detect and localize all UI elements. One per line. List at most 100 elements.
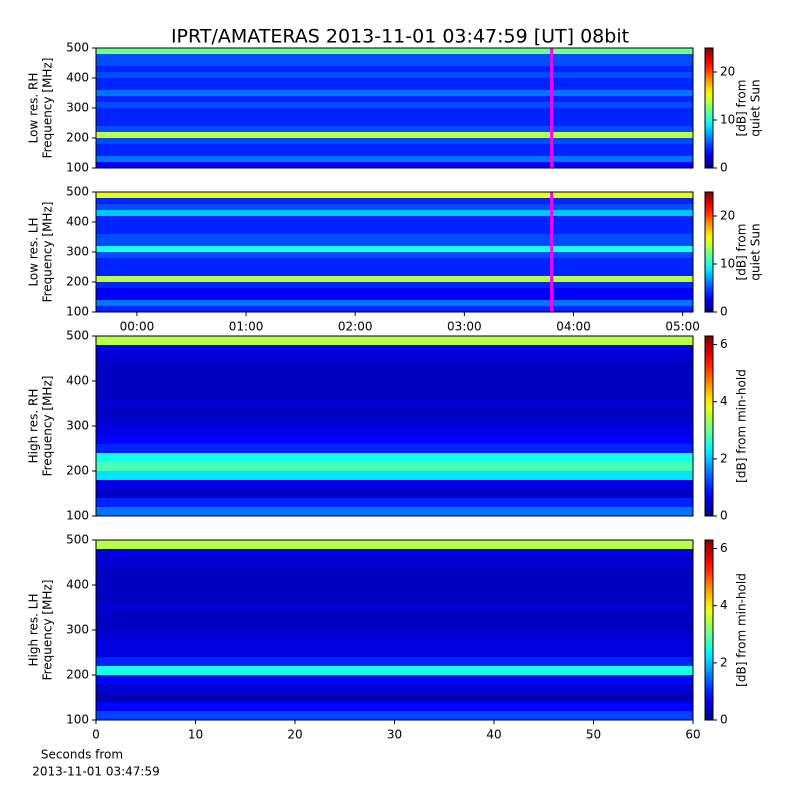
heatmap-band <box>96 240 693 246</box>
heatmap-band <box>96 417 693 426</box>
heatmap-band <box>96 639 693 648</box>
x-tick-label: 10 <box>188 728 203 742</box>
heatmap-band <box>96 657 693 666</box>
colorbar-tick-label: 2 <box>720 655 728 669</box>
heatmap-band <box>96 354 693 363</box>
heatmap-band <box>96 60 693 66</box>
colorbar-tick-label: 0 <box>720 713 728 727</box>
x-axis-label: 2013-11-01 03:47:59 <box>32 765 159 779</box>
heatmap-band <box>96 684 693 693</box>
y-tick-label: 200 <box>66 131 89 145</box>
heatmap-band <box>96 363 693 372</box>
x-tick-label: 30 <box>387 728 402 742</box>
heatmap-band <box>96 252 693 258</box>
heatmap-band <box>96 702 693 711</box>
heatmap-band <box>96 138 693 144</box>
colorbar-label: [dB] from <box>735 80 749 137</box>
x-tick-label: 03:00 <box>447 320 482 334</box>
heatmap-band <box>96 711 693 720</box>
x-tick-label: 40 <box>486 728 501 742</box>
y-tick-label: 500 <box>66 41 89 55</box>
heatmap-band <box>96 453 693 462</box>
colorbar-tick-label: 4 <box>720 394 728 408</box>
heatmap-band <box>96 96 693 102</box>
heatmap-band <box>96 204 693 210</box>
colorbar-tick-label: 0 <box>720 305 728 319</box>
heatmap-band <box>96 192 693 198</box>
heatmap-band <box>96 66 693 72</box>
heatmap-band <box>96 48 693 54</box>
colorbar-tick-label: 6 <box>720 541 728 555</box>
heatmap-band <box>96 90 693 96</box>
heatmap-band <box>96 666 693 675</box>
heatmap-band <box>96 621 693 630</box>
x-tick-label: 00:00 <box>120 320 155 334</box>
x-tick-label: 05:00 <box>665 320 700 334</box>
x-tick-label: 01:00 <box>229 320 264 334</box>
heatmap-band <box>96 306 693 312</box>
heatmap-band <box>96 567 693 576</box>
heatmap-band <box>96 603 693 612</box>
colorbar-tick-label: 10 <box>720 257 735 271</box>
heatmap-band <box>96 408 693 417</box>
y-tick-label: 300 <box>66 623 89 637</box>
heatmap-band <box>96 144 693 150</box>
heatmap-band <box>96 540 693 549</box>
y-axis-label: Frequency [MHz] <box>41 580 55 681</box>
heatmap-band <box>96 693 693 702</box>
y-tick-label: 400 <box>66 578 89 592</box>
x-tick-label: 60 <box>685 728 700 742</box>
y-axis-label: Frequency [MHz] <box>41 376 55 477</box>
heatmap-band <box>96 54 693 60</box>
heatmap-band <box>96 114 693 120</box>
heatmap-band <box>96 84 693 90</box>
heatmap-band <box>96 78 693 84</box>
heatmap-band <box>96 426 693 435</box>
y-tick-label: 400 <box>66 374 89 388</box>
x-tick-label: 20 <box>287 728 302 742</box>
heatmap-band <box>96 282 693 288</box>
y-tick-label: 500 <box>66 533 89 547</box>
colorbar-tick-label: 0 <box>720 509 728 523</box>
colorbar <box>704 539 714 721</box>
y-tick-label: 100 <box>66 509 89 523</box>
y-axis-label: High res. LH <box>27 593 41 666</box>
heatmap-band <box>96 270 693 276</box>
colorbar-label: [dB] from min-hold <box>735 573 749 687</box>
heatmap-band <box>96 612 693 621</box>
heatmap-band <box>96 234 693 240</box>
y-tick-label: 400 <box>66 71 89 85</box>
y-tick-label: 500 <box>66 329 89 343</box>
heatmap-band <box>96 126 693 132</box>
x-axis-label: Seconds from <box>41 748 123 762</box>
heatmap-band <box>96 390 693 399</box>
x-tick-label: 04:00 <box>556 320 591 334</box>
colorbar-label: [dB] from <box>735 224 749 281</box>
y-tick-label: 200 <box>66 668 89 682</box>
x-tick-label: 0 <box>92 728 100 742</box>
heatmap-band <box>96 498 693 507</box>
colorbar <box>704 191 714 313</box>
y-axis-label: High res. RH <box>27 389 41 464</box>
heatmap-band <box>96 345 693 354</box>
heatmap-band <box>96 288 693 294</box>
y-tick-label: 100 <box>66 305 89 319</box>
heatmap-band <box>96 72 693 78</box>
heatmap-band <box>96 489 693 498</box>
y-axis-label: Low res. RH <box>27 73 41 144</box>
heatmap-band <box>96 276 693 282</box>
heatmap-band <box>96 585 693 594</box>
heatmap-band <box>96 198 693 204</box>
heatmap-band <box>96 507 693 516</box>
heatmap-band <box>96 480 693 489</box>
heatmap-band <box>96 630 693 639</box>
y-tick-label: 200 <box>66 464 89 478</box>
colorbar-tick-label: 0 <box>720 161 728 175</box>
colorbar-tick-label: 2 <box>720 451 728 465</box>
y-tick-label: 400 <box>66 215 89 229</box>
heatmap-band <box>96 210 693 216</box>
y-tick-label: 300 <box>66 101 89 115</box>
heatmap-band <box>96 150 693 156</box>
colorbar-label: quiet Sun <box>749 223 763 280</box>
